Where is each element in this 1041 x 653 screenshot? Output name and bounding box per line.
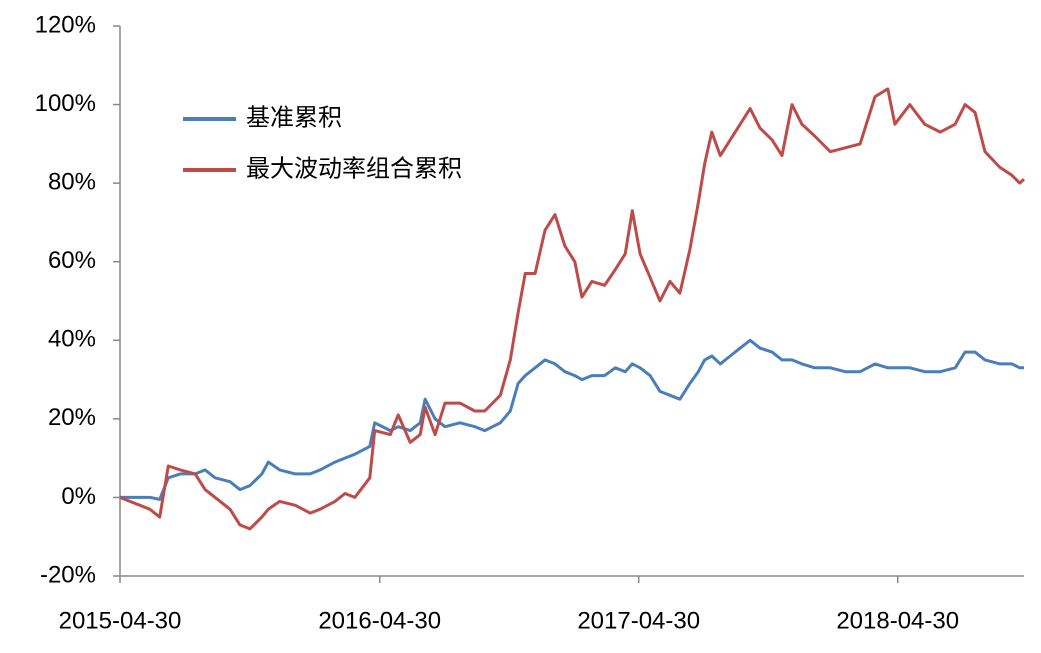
x-tick-label: 2015-04-30 bbox=[59, 607, 182, 634]
x-tick-label: 2016-04-30 bbox=[318, 607, 441, 634]
y-tick-label: 40% bbox=[48, 326, 96, 353]
series-line bbox=[120, 338, 1024, 501]
x-tick-label: 2017-04-30 bbox=[577, 607, 700, 634]
y-tick-label: 100% bbox=[35, 90, 96, 117]
y-tick-label: 80% bbox=[48, 168, 96, 195]
legend-label: 基准累积 bbox=[246, 104, 342, 131]
series-line bbox=[119, 87, 1026, 531]
y-tick-label: 120% bbox=[35, 11, 96, 38]
y-tick-label: 20% bbox=[48, 404, 96, 431]
x-tick-label: 2018-04-30 bbox=[836, 607, 959, 634]
y-tick-label: -20% bbox=[40, 561, 96, 588]
y-tick-label: 60% bbox=[48, 247, 96, 274]
y-tick-label: 0% bbox=[61, 483, 96, 510]
legend-label: 最大波动率组合累积 bbox=[246, 155, 462, 182]
